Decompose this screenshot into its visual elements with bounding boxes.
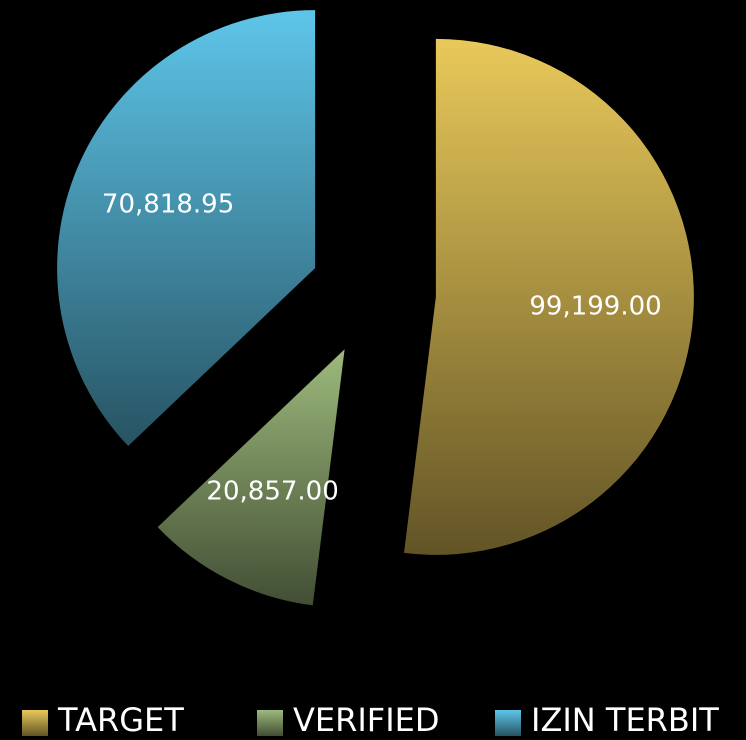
legend-label: TARGET xyxy=(57,701,184,739)
value-label: 99,199.00 xyxy=(529,291,661,321)
pie-slice xyxy=(157,349,345,606)
legend-swatch xyxy=(257,710,283,736)
legend-swatch xyxy=(495,710,521,736)
pie-slice xyxy=(404,38,694,555)
legend-label: IZIN TERBIT xyxy=(531,701,719,739)
value-label: 20,857.00 xyxy=(206,477,338,507)
legend-label: VERIFIED xyxy=(293,701,439,739)
pie-slice xyxy=(57,10,316,446)
legend-swatch xyxy=(22,710,48,736)
value-label: 70,818.95 xyxy=(102,190,234,220)
